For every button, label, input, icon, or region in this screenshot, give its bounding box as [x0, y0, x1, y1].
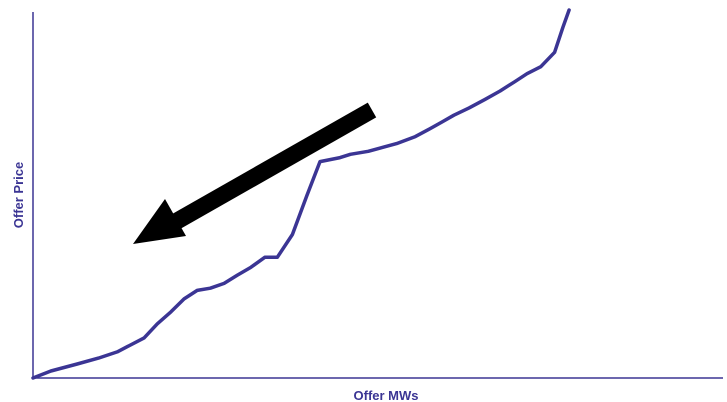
series-line-1	[31, 8, 571, 380]
arrow-head	[133, 199, 186, 244]
arrow-shaft	[165, 102, 377, 233]
x-axis-label: Offer MWs	[354, 388, 419, 402]
arrow-annotation	[133, 102, 377, 244]
series-layer	[31, 8, 571, 380]
y-axis-label: Offer Price	[11, 162, 26, 228]
